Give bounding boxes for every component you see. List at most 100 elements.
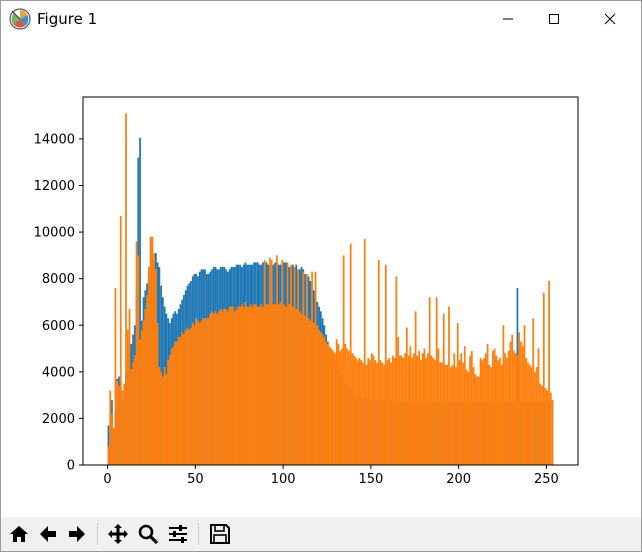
bar [298, 311, 301, 465]
bar [474, 374, 477, 465]
bar [358, 357, 361, 465]
bar [309, 320, 312, 465]
bar [537, 348, 540, 465]
bar [346, 348, 349, 465]
bar [420, 360, 422, 465]
configure-subplots-button[interactable] [165, 521, 191, 547]
bar [160, 371, 162, 465]
bar [334, 353, 336, 465]
bar [449, 367, 452, 465]
bar [425, 357, 428, 465]
bar [118, 385, 120, 465]
pan-button[interactable] [105, 521, 131, 547]
bar [414, 311, 417, 465]
bar [239, 306, 241, 465]
bar [318, 329, 320, 465]
bar [205, 318, 208, 465]
bar [263, 260, 266, 465]
home-button[interactable] [6, 521, 32, 547]
maximize-button[interactable] [531, 1, 577, 37]
bar [281, 260, 284, 465]
bar [319, 332, 322, 465]
bar [356, 360, 359, 465]
bar [269, 257, 271, 465]
figure-canvas[interactable]: 0 50 100 150 200 250 0 2000 4000 6000 8000 10000 12… [1, 37, 641, 517]
bar [384, 264, 387, 465]
bar [435, 297, 438, 465]
move-icon [108, 524, 128, 544]
bar [225, 308, 227, 465]
bar [216, 313, 219, 465]
matplotlib-logo-icon [9, 8, 31, 30]
y-tick-label: 6000 [42, 319, 75, 334]
bar [233, 311, 236, 465]
bar [237, 306, 240, 465]
bar [153, 253, 155, 465]
bar [169, 355, 171, 465]
bar [184, 329, 187, 465]
bar [330, 348, 333, 465]
bar [193, 325, 196, 465]
bar [251, 306, 254, 465]
title-bar[interactable]: Figure 1 [1, 1, 641, 37]
bar [441, 362, 443, 465]
bar [411, 357, 413, 465]
bar [504, 353, 507, 465]
bar [267, 304, 270, 465]
bar [374, 360, 377, 465]
bar [432, 357, 435, 465]
x-tick-label: 200 [446, 472, 471, 487]
bar [502, 325, 505, 465]
x-tick-label: 100 [271, 472, 296, 487]
bar [541, 385, 543, 465]
bar [370, 353, 373, 465]
zoom-button[interactable] [135, 521, 161, 547]
bar [481, 360, 484, 465]
bar [277, 304, 280, 465]
bar [362, 362, 364, 465]
minimize-button[interactable] [485, 1, 531, 37]
bar [534, 371, 536, 465]
bar [197, 320, 199, 465]
back-button[interactable] [35, 521, 61, 547]
y-tick-label: 8000 [42, 272, 75, 287]
bar [114, 287, 117, 465]
bar [244, 301, 247, 465]
bar [476, 376, 478, 465]
bar [232, 306, 234, 465]
bar [161, 376, 164, 465]
close-button[interactable] [587, 1, 633, 37]
histogram-chart[interactable]: 0 50 100 150 200 250 0 2000 4000 6000 8000 10000 12… [1, 37, 641, 517]
bar [218, 311, 220, 465]
bar [147, 267, 150, 465]
bar [525, 357, 528, 465]
bar [535, 367, 538, 465]
bar [363, 239, 366, 465]
bar [139, 137, 141, 465]
bar [365, 364, 368, 465]
bar [528, 364, 531, 465]
bar [530, 367, 533, 465]
bar [477, 376, 480, 465]
bar [486, 343, 489, 465]
bar [286, 262, 289, 465]
bar [246, 306, 248, 465]
save-button[interactable] [207, 521, 233, 547]
bar [416, 355, 419, 465]
forward-button[interactable] [64, 521, 90, 547]
x-axis: 0 50 100 150 200 250 [103, 465, 559, 487]
bar [395, 276, 398, 465]
bar [332, 350, 335, 465]
bar [488, 364, 491, 465]
bar [348, 350, 350, 465]
bar [291, 306, 294, 465]
bar [188, 329, 191, 465]
minimize-icon [503, 18, 513, 20]
bar [311, 271, 313, 465]
bar [198, 322, 201, 465]
bar [226, 311, 229, 465]
bar [283, 304, 285, 465]
bar [405, 327, 408, 465]
home-icon [10, 526, 28, 542]
bar [158, 367, 161, 465]
